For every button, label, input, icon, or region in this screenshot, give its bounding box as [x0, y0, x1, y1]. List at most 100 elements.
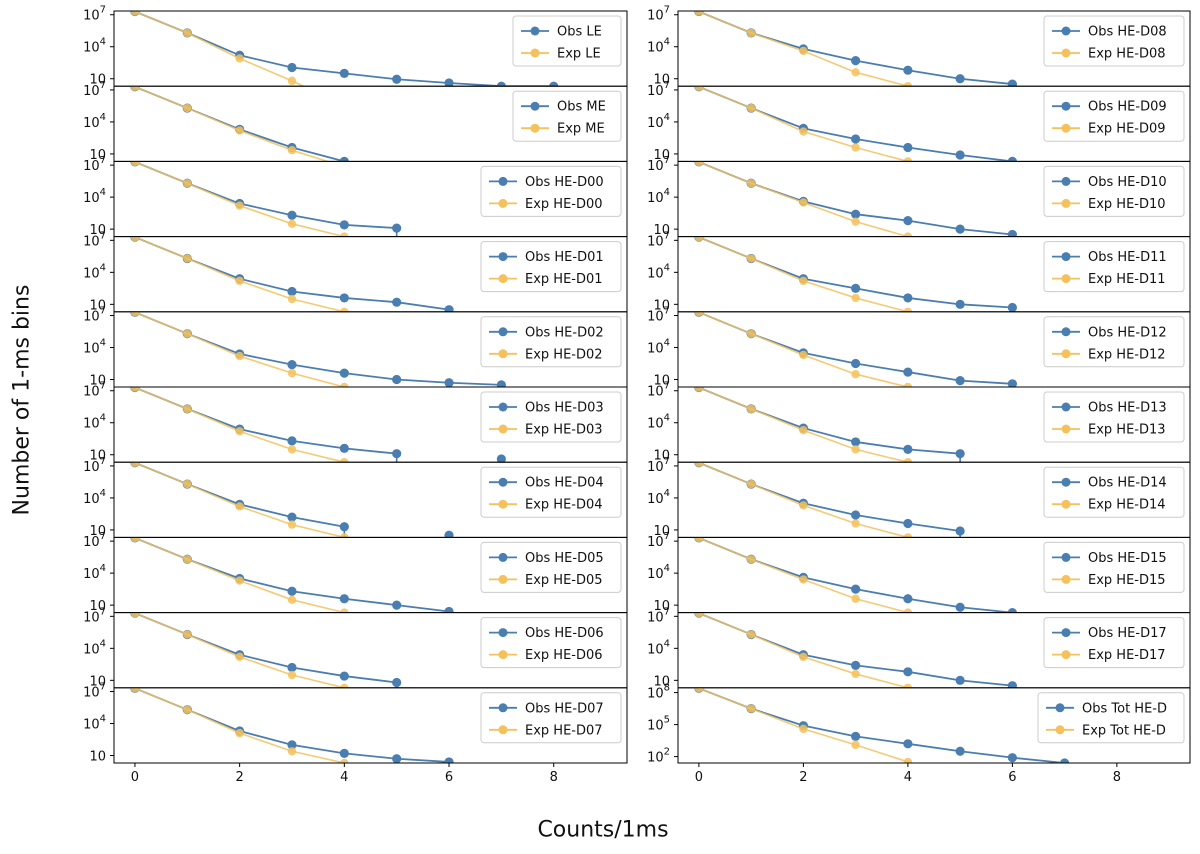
x-tick-label: 0 [695, 770, 703, 785]
legend-swatch-marker [1055, 725, 1065, 735]
legend-swatch-marker [1061, 26, 1071, 36]
y-tick-label: 107 [83, 80, 106, 99]
series-line [698, 462, 961, 532]
data-point [183, 479, 192, 489]
data-point [1007, 229, 1017, 237]
data-point [903, 367, 913, 377]
data-point [444, 305, 454, 312]
data-point [955, 224, 965, 234]
legend: Obs LE Exp LE [512, 15, 622, 67]
plot-area [130, 612, 402, 688]
data-point [694, 462, 704, 467]
data-point [392, 677, 402, 688]
data-point [444, 757, 454, 763]
legend-label: Obs HE-D05 [525, 551, 604, 566]
data-point [287, 210, 297, 220]
legend-swatch-marker [498, 349, 508, 359]
plot-area [130, 236, 454, 312]
data-point [851, 209, 861, 219]
data-point [183, 329, 192, 338]
legend: Obs HE-D07 Exp HE-D07 [480, 692, 622, 744]
legend-swatch-marker [498, 725, 508, 735]
y-tick-label: 10 [653, 448, 670, 463]
legend-label: Exp HE-D10 [1088, 197, 1166, 212]
legend-label: Exp HE-D05 [525, 573, 603, 588]
y-tick-label: 107 [83, 682, 106, 701]
data-point [694, 387, 704, 392]
data-point [694, 537, 704, 543]
plot-area [694, 387, 965, 463]
data-point [1007, 302, 1017, 312]
data-point [340, 101, 348, 109]
data-point [746, 254, 756, 263]
legend-label: Obs HE-D06 [525, 626, 604, 641]
data-point [340, 307, 349, 312]
y-tick-label: 104 [647, 413, 670, 432]
data-point [903, 232, 913, 237]
data-point [903, 444, 913, 454]
y-tick-label: 107 [647, 5, 670, 24]
plot-area [130, 11, 559, 109]
subplot-obs-me: 107 104 10 Obs ME Exp ME [83, 80, 628, 162]
y-tick-label: 104 [647, 488, 670, 507]
data-point [235, 728, 244, 738]
data-point [903, 594, 913, 604]
legend-label: Obs HE-D00 [525, 175, 604, 190]
data-point [287, 76, 297, 86]
data-point [903, 458, 913, 463]
data-point [183, 630, 192, 639]
legend-swatch-marker [1061, 628, 1071, 638]
data-point [496, 81, 506, 87]
subplot-obs-he-d02: 107 104 10 Obs HE-D02 Exp HE-D02 [83, 306, 628, 388]
legend-label: Exp HE-D07 [525, 723, 603, 738]
y-tick-label: 105 [647, 715, 670, 734]
legend: Obs HE-D12 Exp HE-D12 [1043, 316, 1185, 368]
legend: Obs Tot HE-D Exp Tot HE-D [1037, 692, 1185, 744]
data-point [130, 537, 140, 543]
data-point [340, 382, 349, 387]
data-point [287, 662, 297, 673]
legend-label: Exp ME [557, 122, 605, 137]
data-point [799, 46, 808, 56]
y-tick-label: 104 [83, 37, 106, 56]
data-point [235, 201, 244, 210]
data-point [694, 11, 704, 16]
plot-area [694, 11, 1017, 87]
data-point [444, 78, 454, 87]
data-point [183, 179, 192, 188]
y-tick-label: 104 [647, 563, 670, 582]
legend-swatch-marker [498, 552, 508, 562]
data-point [287, 62, 297, 73]
y-tick-label: 10 [653, 147, 670, 162]
legend-label: Obs HE-D12 [1088, 325, 1167, 340]
legend-label: Obs Tot HE-D [1082, 701, 1167, 716]
y-tick-label: 104 [647, 37, 670, 56]
subplot-obs-he-d00: 107 104 10 Obs HE-D00 Exp HE-D00 [83, 155, 628, 238]
data-point [851, 584, 861, 594]
data-point [851, 740, 860, 750]
data-point [851, 68, 860, 77]
subplot-obs-he-d04: 107 104 10 Obs HE-D04 Exp HE-D04 [83, 456, 628, 538]
data-point [183, 705, 192, 714]
legend-label: Obs ME [557, 100, 606, 115]
data-point [694, 612, 704, 618]
data-point [955, 299, 965, 309]
plot-area [694, 86, 1017, 162]
legend-swatch-marker [1061, 101, 1071, 111]
legend-swatch-marker [1061, 123, 1071, 133]
figure-x-label: Counts/1ms [537, 817, 669, 843]
y-tick-label: 104 [83, 413, 106, 432]
legend-swatch-marker [1061, 274, 1071, 284]
plot-area [130, 537, 454, 613]
legend-swatch-marker [498, 198, 508, 208]
legend-swatch-marker [1061, 349, 1071, 359]
data-point [903, 667, 913, 677]
figure-y-label: Number of 1-ms bins [9, 284, 35, 516]
legend-label: Obs HE-D03 [525, 401, 604, 416]
data-point [799, 276, 808, 286]
data-point [235, 502, 244, 511]
data-point [287, 286, 297, 297]
legend-swatch-marker [1061, 499, 1071, 509]
data-point [496, 380, 506, 387]
legend-label: Obs HE-D11 [1088, 250, 1167, 265]
